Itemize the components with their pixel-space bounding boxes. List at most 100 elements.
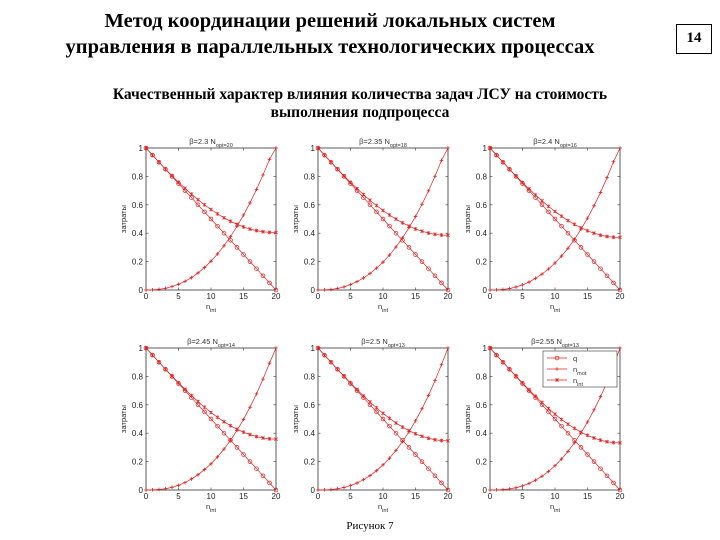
data-point — [248, 201, 252, 205]
x-tick-label: 20 — [272, 492, 281, 501]
data-point — [234, 245, 240, 250]
x-tick-label: 5 — [176, 292, 181, 301]
data-point — [565, 230, 571, 236]
data-point — [406, 245, 412, 250]
data-point — [202, 202, 207, 207]
data-point — [565, 430, 571, 436]
data-point — [273, 287, 279, 293]
data-point — [144, 288, 148, 292]
data-point — [215, 211, 220, 216]
data-point — [274, 230, 278, 235]
data-point — [585, 228, 590, 233]
x-tick-label: 15 — [583, 492, 592, 501]
data-point — [394, 217, 398, 222]
data-point — [539, 202, 545, 208]
data-point — [598, 394, 603, 399]
data-point — [553, 261, 557, 265]
x-axis-label: nint — [206, 302, 216, 314]
data-point — [144, 146, 148, 150]
data-point — [533, 193, 538, 197]
x-axis-label: nint — [378, 502, 388, 514]
data-point — [241, 252, 246, 257]
data-point — [381, 411, 385, 416]
data-point — [433, 174, 437, 179]
x-tick-label: 5 — [176, 492, 181, 501]
data-point — [546, 267, 551, 271]
data-point — [254, 228, 259, 233]
legend-marker — [555, 378, 559, 382]
data-point — [316, 288, 320, 292]
data-point — [342, 285, 346, 289]
y-tick-label: 1 — [483, 344, 488, 353]
data-point — [501, 360, 505, 365]
x-axis-label: nint — [550, 502, 560, 514]
data-point — [433, 437, 437, 442]
y-tick-label: 0.4 — [304, 429, 316, 438]
data-point — [248, 405, 252, 410]
data-point — [566, 422, 570, 427]
data-point — [592, 231, 596, 236]
data-point — [494, 153, 499, 157]
data-point — [533, 394, 538, 399]
y-tick-label: 0.2 — [132, 458, 144, 467]
data-point — [355, 481, 359, 485]
data-point — [604, 273, 610, 279]
data-point — [533, 276, 538, 281]
data-point — [572, 222, 577, 227]
data-point — [170, 485, 174, 490]
x-tick-label: 0 — [316, 492, 321, 501]
data-point — [222, 419, 226, 424]
data-point — [215, 223, 220, 229]
legend-label: nmot — [573, 365, 587, 377]
data-point — [540, 198, 544, 203]
y-tick-label: 0.8 — [304, 372, 316, 381]
data-point — [445, 287, 451, 293]
data-point — [578, 245, 584, 250]
data-point — [413, 452, 418, 457]
data-point — [566, 449, 570, 454]
data-point — [208, 216, 214, 222]
chart-panel-6: 0 5 10 15 20 0 0.2 0.4 0.6 0.8 1 β=2.55 Nopt=13 nint… — [463, 337, 625, 514]
data-point — [335, 367, 340, 372]
x-tick-label: 20 — [444, 492, 453, 501]
x-tick-label: 10 — [551, 292, 560, 301]
data-point — [407, 428, 411, 433]
data-point — [611, 480, 616, 486]
y-tick-label: 1 — [139, 344, 144, 353]
data-point — [553, 209, 557, 214]
data-point — [260, 473, 266, 479]
data-point — [221, 430, 227, 436]
data-point — [488, 346, 492, 350]
data-point — [241, 225, 246, 229]
chart-panel-5: 0 5 10 15 20 0 0.2 0.4 0.6 0.8 1 β=2.5 Nopt=13 nint з… — [291, 337, 453, 514]
data-point — [494, 488, 499, 492]
data-point — [329, 360, 333, 365]
data-point — [585, 252, 590, 257]
y-tick-label: 0.2 — [304, 458, 316, 467]
data-point — [514, 485, 518, 490]
data-point — [439, 438, 444, 443]
data-point — [439, 280, 444, 286]
data-point — [222, 244, 226, 248]
data-point — [420, 202, 424, 207]
data-point — [546, 469, 551, 474]
data-point — [592, 436, 596, 440]
y-tick-label: 0.8 — [304, 172, 316, 181]
data-point — [400, 236, 405, 240]
data-point — [439, 480, 444, 486]
data-point — [157, 287, 161, 292]
data-point — [215, 415, 220, 420]
data-point — [202, 405, 207, 410]
data-point — [189, 393, 194, 398]
data-point — [439, 362, 444, 367]
data-point — [572, 426, 577, 431]
data-point — [387, 456, 392, 460]
data-point — [208, 416, 214, 422]
data-point — [546, 209, 551, 215]
data-point — [215, 423, 220, 429]
x-tick-label: 10 — [551, 492, 560, 501]
slide-subtitle-line1: Качественный характер влияния количества… — [112, 86, 608, 103]
x-tick-label: 0 — [488, 292, 493, 301]
data-point — [432, 473, 438, 479]
